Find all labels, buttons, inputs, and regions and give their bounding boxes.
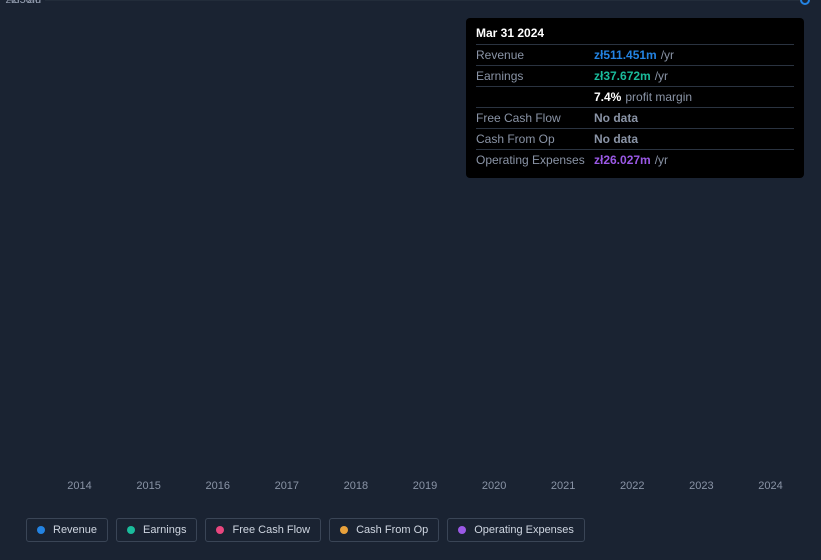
tooltip-label: Cash From Op — [476, 132, 594, 146]
legend-label: Revenue — [53, 524, 97, 536]
x-axis-label: 2020 — [482, 480, 506, 492]
legend-label: Operating Expenses — [474, 524, 574, 536]
tooltip-label: Free Cash Flow — [476, 111, 594, 125]
legend-dot — [340, 526, 348, 534]
x-axis-label: 2022 — [620, 480, 644, 492]
chart-tooltip: Mar 31 2024 Revenuezł511.451m/yrEarnings… — [466, 18, 804, 178]
x-axis-label: 2014 — [67, 480, 91, 492]
tooltip-row: Cash From OpNo data — [476, 128, 794, 149]
legend-dot — [37, 526, 45, 534]
tooltip-row: Earningszł37.672m/yr — [476, 65, 794, 86]
tooltip-row: Revenuezł511.451m/yr — [476, 44, 794, 65]
y-axis-label: -zł50m — [8, 0, 41, 6]
legend-label: Earnings — [143, 524, 186, 536]
x-axis-label: 2019 — [413, 480, 437, 492]
tooltip-value: zł37.672m/yr — [594, 69, 668, 83]
legend-item[interactable]: Revenue — [26, 518, 108, 542]
tooltip-row: 7.4%profit margin — [476, 86, 794, 107]
tooltip-value: 7.4%profit margin — [594, 90, 692, 104]
tooltip-row: Free Cash FlowNo data — [476, 107, 794, 128]
x-axis-label: 2021 — [551, 480, 575, 492]
legend-item[interactable]: Earnings — [116, 518, 197, 542]
tooltip-row: Operating Expenseszł26.027m/yr — [476, 149, 794, 170]
legend-item[interactable]: Operating Expenses — [447, 518, 585, 542]
legend-label: Free Cash Flow — [232, 524, 310, 536]
x-axis-label: 2018 — [344, 480, 368, 492]
tooltip-value: No data — [594, 132, 638, 146]
x-axis-label: 2024 — [758, 480, 782, 492]
x-axis-label: 2016 — [205, 480, 229, 492]
x-axis-label: 2023 — [689, 480, 713, 492]
x-axis-label: 2015 — [136, 480, 160, 492]
legend-item[interactable]: Free Cash Flow — [205, 518, 321, 542]
chart-legend: Revenue Earnings Free Cash Flow Cash From O… — [26, 518, 585, 542]
legend-dot — [216, 526, 224, 534]
tooltip-label — [476, 90, 594, 104]
tooltip-label: Earnings — [476, 69, 594, 83]
tooltip-label: Operating Expenses — [476, 153, 594, 167]
legend-label: Cash From Op — [356, 524, 428, 536]
legend-item[interactable]: Cash From Op — [329, 518, 439, 542]
tooltip-label: Revenue — [476, 48, 594, 62]
legend-dot — [127, 526, 135, 534]
tooltip-value: zł511.451m/yr — [594, 48, 674, 62]
x-axis-label: 2017 — [275, 480, 299, 492]
tooltip-date: Mar 31 2024 — [476, 24, 794, 44]
tooltip-value: zł26.027m/yr — [594, 153, 668, 167]
legend-dot — [458, 526, 466, 534]
tooltip-value: No data — [594, 111, 638, 125]
